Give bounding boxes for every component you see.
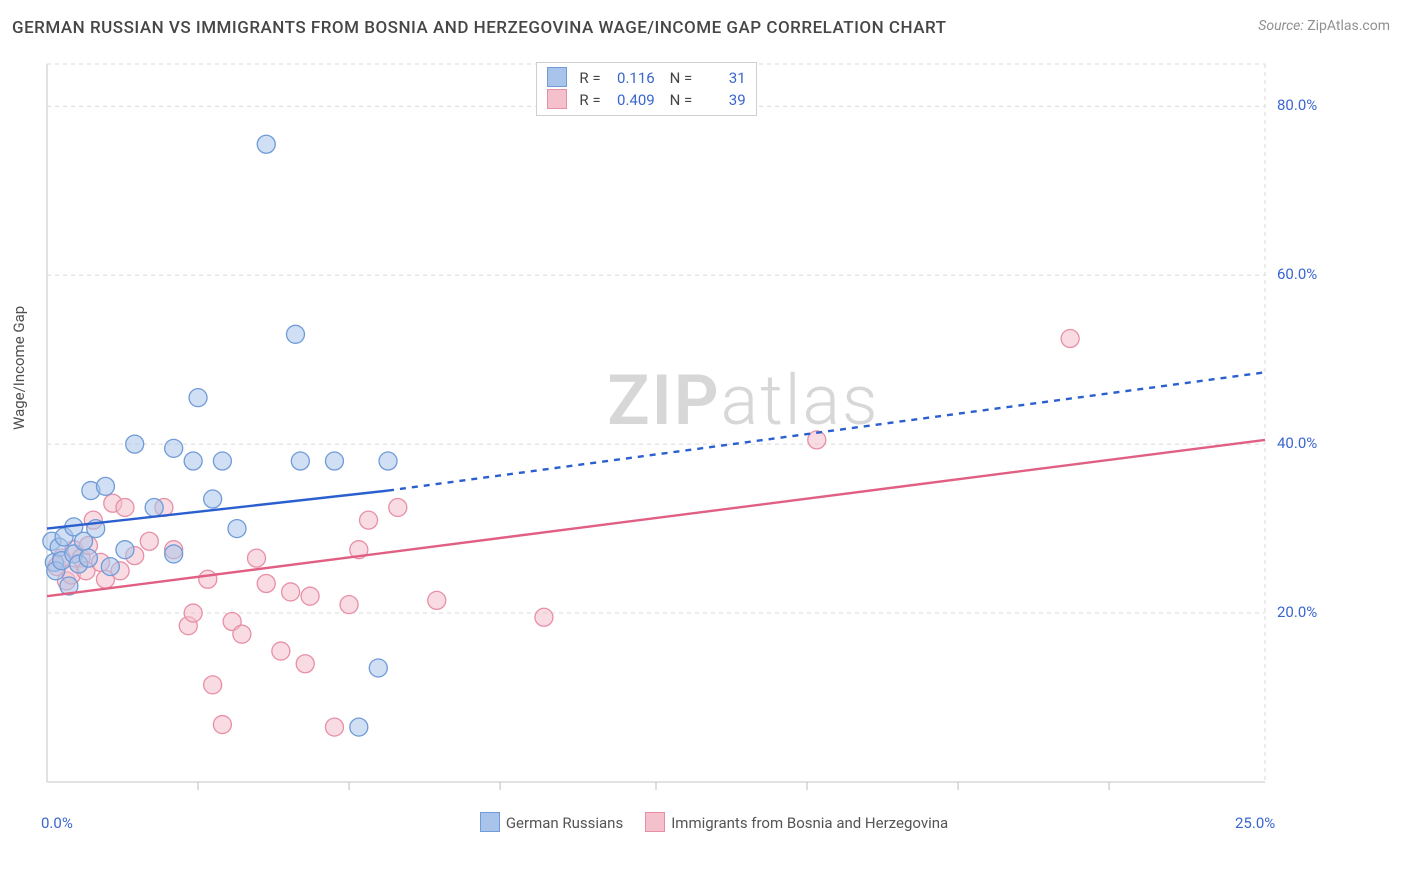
- point-series1: [101, 558, 119, 576]
- y-tick-label: 20.0%: [1277, 603, 1317, 621]
- point-series2: [272, 642, 290, 660]
- point-series1: [204, 490, 222, 508]
- legend-label: German Russians: [506, 814, 623, 832]
- source-credit: Source: ZipAtlas.com: [1258, 18, 1390, 34]
- chart-plot-area: [45, 60, 1335, 815]
- source-name: ZipAtlas.com: [1307, 18, 1390, 34]
- point-series1: [379, 452, 397, 470]
- point-series1: [228, 520, 246, 538]
- point-series2: [282, 583, 300, 601]
- point-series1: [350, 718, 368, 736]
- point-series2: [360, 511, 378, 529]
- point-series1: [189, 389, 207, 407]
- point-series2: [199, 570, 217, 588]
- series-legend: German Russians Immigrants from Bosnia an…: [0, 812, 1406, 892]
- point-series2: [184, 604, 202, 622]
- legend-item: Immigrants from Bosnia and Herzegovina: [623, 814, 948, 832]
- point-series2: [389, 498, 407, 516]
- point-series1: [369, 659, 387, 677]
- point-series2: [204, 676, 222, 694]
- point-series2: [301, 587, 319, 605]
- legend-swatch: [645, 812, 665, 832]
- point-series1: [145, 498, 163, 516]
- point-series2: [247, 549, 265, 567]
- point-series2: [116, 498, 134, 516]
- point-series1: [286, 325, 304, 343]
- legend-swatch: [547, 67, 567, 87]
- point-series1: [213, 452, 231, 470]
- stat-R-value: 0.409: [609, 89, 655, 111]
- point-series2: [325, 718, 343, 736]
- point-series1: [184, 452, 202, 470]
- point-series1: [165, 439, 183, 457]
- point-series1: [96, 477, 114, 495]
- trendline-series1-dashed: [388, 372, 1265, 490]
- point-series2: [140, 532, 158, 550]
- y-tick-label: 80.0%: [1277, 96, 1317, 114]
- chart-title: GERMAN RUSSIAN VS IMMIGRANTS FROM BOSNIA…: [12, 18, 946, 38]
- legend-label: Immigrants from Bosnia and Herzegovina: [671, 814, 948, 832]
- point-series1: [325, 452, 343, 470]
- point-series2: [213, 716, 231, 734]
- point-series2: [257, 574, 275, 592]
- y-axis-label: Wage/Income Gap: [10, 306, 28, 430]
- point-series2: [340, 596, 358, 614]
- stat-N-label: N =: [666, 67, 696, 89]
- y-tick-label: 40.0%: [1277, 434, 1317, 452]
- stat-legend-row: R = 0.116 N = 31: [547, 67, 746, 89]
- point-series1: [165, 545, 183, 563]
- stat-R-value: 0.116: [609, 67, 655, 89]
- point-series2: [428, 591, 446, 609]
- legend-item: German Russians: [458, 814, 623, 832]
- stat-R-label: R =: [575, 67, 605, 89]
- stat-legend-row: R = 0.409 N = 39: [547, 89, 746, 111]
- point-series1: [257, 135, 275, 153]
- legend-swatch: [547, 89, 567, 109]
- point-series1: [126, 435, 144, 453]
- point-series2: [1061, 330, 1079, 348]
- source-label: Source:: [1258, 18, 1303, 34]
- point-series1: [291, 452, 309, 470]
- stat-N-value: 39: [700, 89, 746, 111]
- point-series1: [116, 541, 134, 559]
- point-series2: [296, 655, 314, 673]
- stat-N-label: N =: [666, 89, 696, 111]
- point-series2: [233, 625, 251, 643]
- stat-R-label: R =: [575, 89, 605, 111]
- point-series1: [79, 549, 97, 567]
- legend-swatch: [480, 812, 500, 832]
- y-tick-label: 60.0%: [1277, 265, 1317, 283]
- stat-N-value: 31: [700, 67, 746, 89]
- point-series2: [535, 608, 553, 626]
- stat-legend: R = 0.116 N = 31R = 0.409 N = 39: [536, 62, 757, 116]
